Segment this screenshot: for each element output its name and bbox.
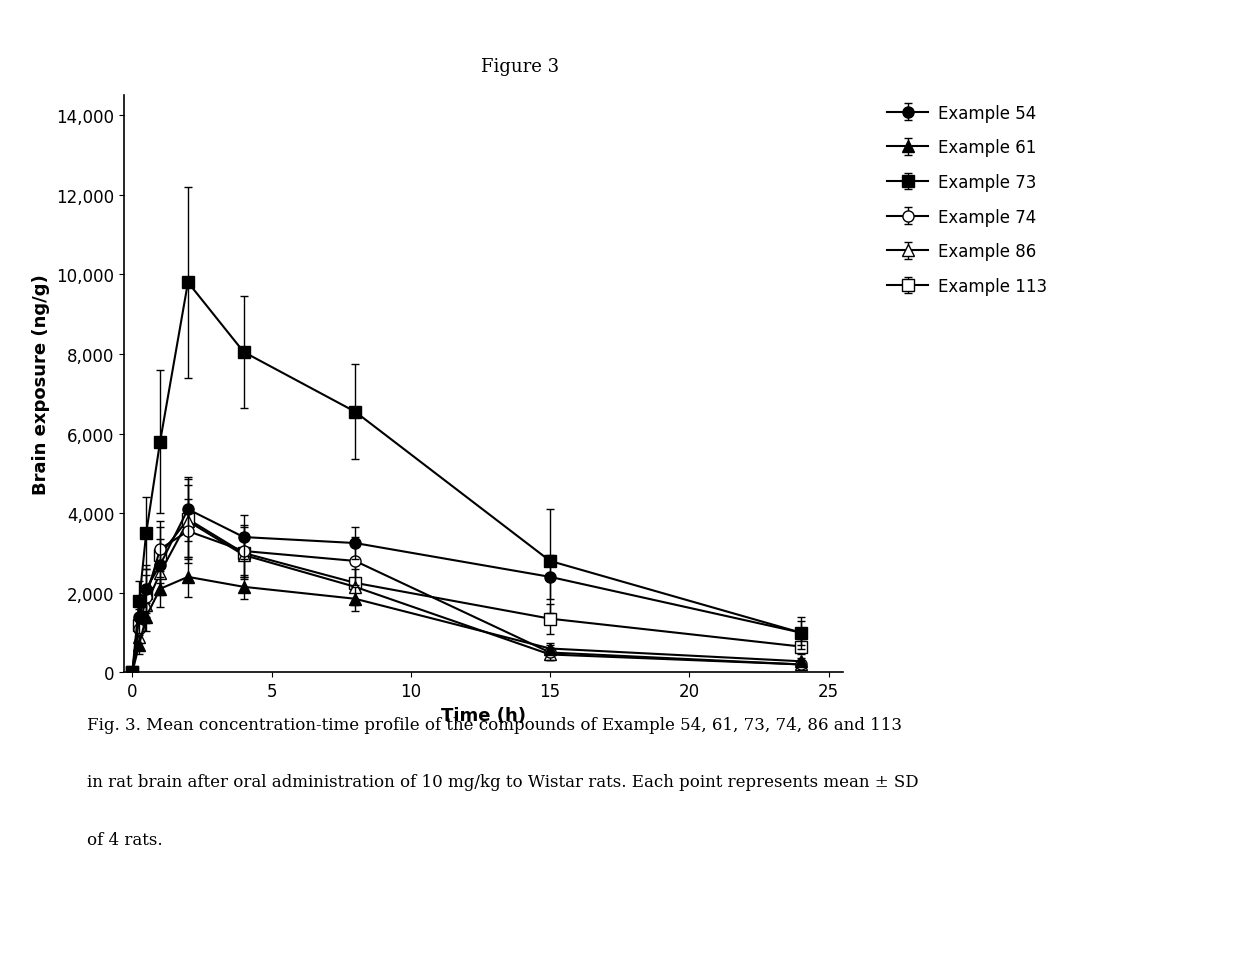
Y-axis label: Brain exposure (ng/g): Brain exposure (ng/g) <box>32 274 51 495</box>
Text: in rat brain after oral administration of 10 mg/kg to Wistar rats. Each point re: in rat brain after oral administration o… <box>87 774 918 791</box>
Text: Fig. 3. Mean concentration-time profile of the compounds of Example 54, 61, 73, : Fig. 3. Mean concentration-time profile … <box>87 716 902 733</box>
Legend: Example 54, Example 61, Example 73, Example 74, Example 86, Example 113: Example 54, Example 61, Example 73, Exam… <box>887 105 1048 296</box>
X-axis label: Time (h): Time (h) <box>441 706 525 724</box>
Text: of 4 rats.: of 4 rats. <box>87 831 162 849</box>
Text: Figure 3: Figure 3 <box>481 58 560 76</box>
